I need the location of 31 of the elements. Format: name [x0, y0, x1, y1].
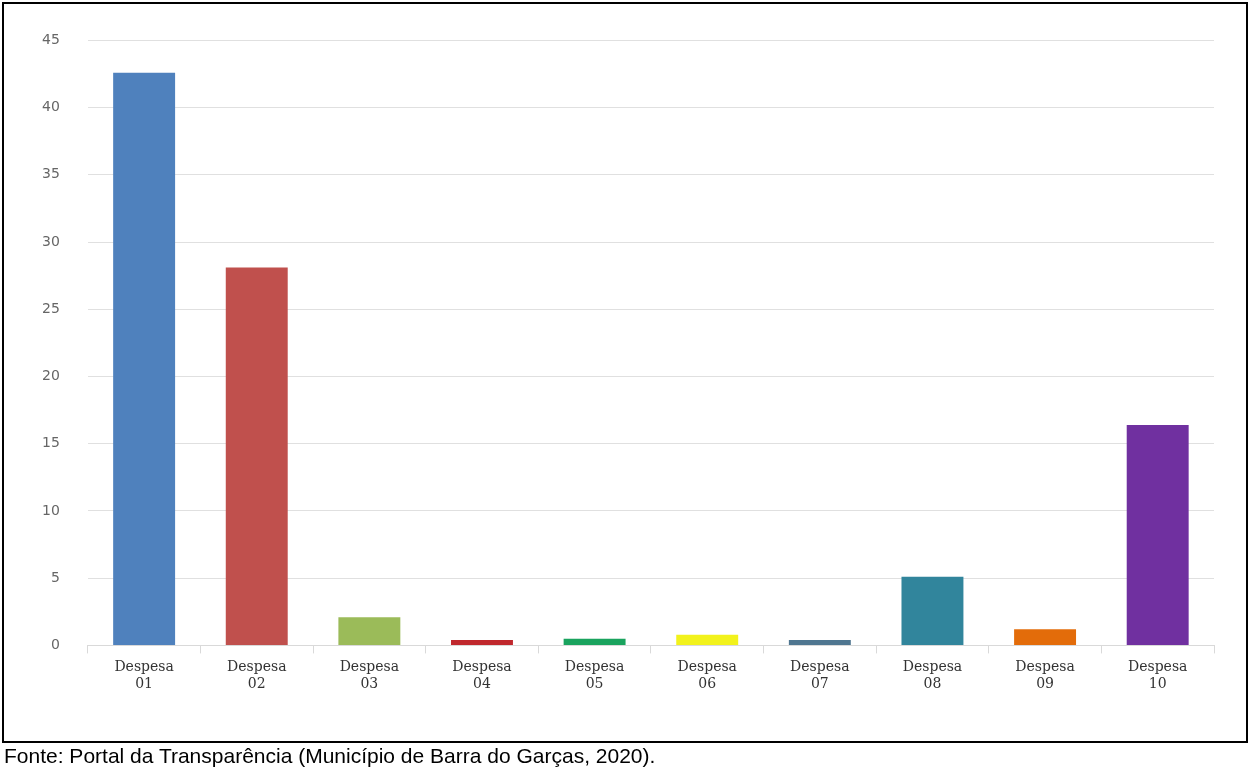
bar [676, 634, 739, 645]
y-tick-label: 10 [41, 501, 60, 518]
y-tick-label: 0 [50, 636, 60, 653]
y-tick-label: 40 [41, 98, 60, 115]
y-tick-label: 5 [50, 568, 60, 585]
x-tick-label: Despesa 02 [227, 658, 287, 692]
x-tick-label: Despesa 01 [114, 658, 174, 692]
bar [788, 640, 851, 645]
bar [338, 617, 401, 645]
x-tick-label: Despesa 06 [677, 658, 737, 692]
y-tick-label: 45 [41, 31, 60, 48]
y-tick-label: 15 [41, 434, 60, 451]
bar [901, 576, 964, 645]
y-tick-label: 30 [41, 232, 60, 249]
bar [113, 72, 176, 645]
bar [1126, 424, 1189, 645]
x-tick-label: Despesa 09 [1015, 658, 1075, 692]
y-tick-label: 35 [41, 165, 60, 182]
y-tick-label: 20 [41, 367, 60, 384]
x-tick-label: Despesa 04 [452, 658, 512, 692]
x-tick-label: Despesa 08 [902, 658, 963, 692]
y-tick-label: 25 [41, 299, 60, 316]
bar [563, 638, 626, 645]
x-tick-label: Despesa 03 [339, 658, 400, 692]
source-note: Fonte: Portal da Transparência (Município de Barra do Garças, 2020). [4, 744, 656, 768]
x-tick-label: Despesa 07 [790, 658, 850, 692]
bar [1014, 629, 1077, 645]
x-tick-label: Despesa 10 [1127, 658, 1188, 692]
bar [225, 267, 288, 645]
bar [451, 640, 513, 645]
x-tick-label: Despesa 05 [564, 658, 625, 692]
